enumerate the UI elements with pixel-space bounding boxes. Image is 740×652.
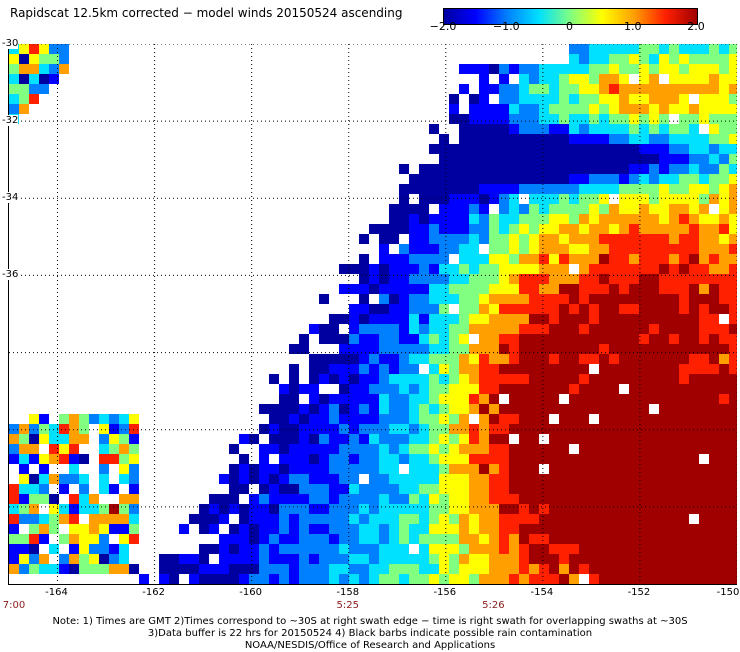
colorbar-tick: 0 — [566, 20, 573, 33]
longitude-label: -150 — [716, 587, 740, 598]
colorbar-tick: 1.0 — [624, 20, 642, 33]
note-line-2: 3)Data buffer is 22 hrs for 20150524 4) … — [147, 628, 593, 639]
gridlines — [9, 44, 737, 584]
time-label: 5:25 — [336, 600, 359, 611]
time-label: 7:00 — [2, 600, 26, 611]
note-line-1: Note: 1) Times are GMT 2)Times correspon… — [52, 616, 688, 627]
longitude-label: -152 — [627, 587, 651, 598]
longitude-label: -160 — [239, 587, 263, 598]
longitude-label: -164 — [45, 587, 68, 598]
time-label: 5:26 — [482, 600, 505, 611]
latitude-label: -32 — [2, 115, 19, 127]
latitude-label: -34 — [2, 192, 19, 204]
longitude-label: -156 — [433, 587, 457, 598]
latitude-label: -36 — [2, 269, 19, 281]
latitude-label: -30 — [2, 38, 19, 49]
longitude-label: -162 — [142, 587, 165, 598]
note-line-3: NOAA/NESDIS/Office of Research and Appli… — [244, 640, 496, 651]
colorbar-tick: −1.0 — [492, 20, 520, 33]
map-title: Rapidscat 12.5km corrected − model winds… — [10, 6, 403, 20]
colorbar — [443, 8, 698, 25]
wind-difference-map — [8, 44, 737, 585]
colorbar-tick: 2.0 — [687, 20, 705, 33]
wind-field — [9, 44, 737, 584]
colorbar-tick: −2.0 — [429, 20, 457, 33]
longitude-label: -158 — [336, 587, 360, 598]
longitude-label: -154 — [530, 587, 554, 598]
